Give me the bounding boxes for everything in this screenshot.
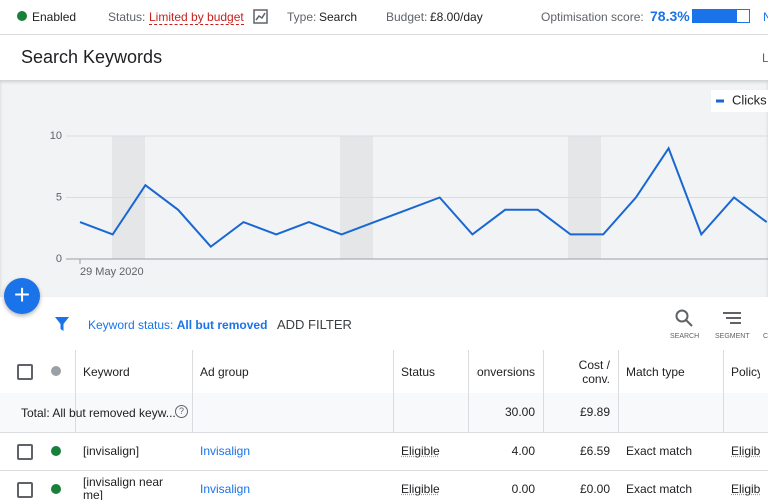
search-icon[interactable]	[675, 309, 693, 327]
column-header[interactable]: Match type	[626, 364, 685, 379]
trend-icon[interactable]	[253, 9, 268, 24]
column-divider	[468, 350, 469, 432]
total-conversions: 30.00	[504, 405, 535, 419]
column-header[interactable]: Ad group	[200, 364, 249, 379]
row-divider	[0, 432, 768, 433]
checkbox[interactable]	[17, 444, 33, 460]
table-cell: Eligible	[401, 443, 440, 458]
add-button[interactable]: +	[4, 278, 40, 314]
score-bar	[693, 10, 737, 22]
legend-box	[711, 90, 768, 112]
row-divider	[0, 470, 768, 471]
filter-label: Keyword status:	[88, 318, 174, 332]
column-header[interactable]: Keyword	[83, 364, 130, 379]
score-bar-frame	[692, 9, 750, 23]
edge-text: C	[763, 333, 768, 340]
status-dot	[51, 446, 61, 456]
table-cell[interactable]: Invisalign	[200, 443, 251, 458]
keyword-table: Keyword Ad group Status Conversions Cost / c…	[0, 350, 768, 500]
checkbox[interactable]	[17, 364, 33, 380]
checkbox[interactable]	[17, 482, 33, 498]
status-dot	[17, 11, 27, 21]
x-tick-label: 29 May 2020	[80, 266, 144, 278]
add-filter[interactable]: ADD FILTER	[277, 317, 352, 332]
optimisation-label: Optimisation score:	[541, 10, 644, 24]
status-label: Status:	[108, 10, 146, 24]
column-divider	[393, 350, 394, 432]
type-value: Search	[319, 10, 358, 24]
total-row-bg	[0, 393, 768, 432]
table-cell: [invisalign]	[83, 443, 140, 458]
edge-text: N	[763, 10, 768, 24]
y-tick-label: 5	[56, 191, 62, 203]
status-value[interactable]: Limited by budget	[149, 10, 244, 25]
enabled-text[interactable]: Enabled	[32, 10, 77, 24]
page-title: Search Keywords	[21, 47, 163, 67]
status-dot	[51, 366, 61, 376]
search-label: SEARCH	[670, 333, 700, 340]
total-label: Total: All but removed keyw...	[21, 405, 176, 420]
optimisation-value[interactable]: 78.3%	[650, 8, 690, 24]
table-cell: Exact match	[626, 481, 693, 496]
column-divider	[543, 350, 544, 432]
type-label: Type:	[287, 10, 317, 24]
column-divider	[723, 350, 724, 432]
table-cell: Eligible	[731, 481, 760, 496]
table-cell: Exact match	[626, 443, 693, 458]
column-header[interactable]: Cost / conv.	[578, 357, 610, 386]
y-tick-label: 0	[56, 253, 62, 265]
table-cell: 0.00	[511, 481, 535, 496]
legend-label: Clicks	[732, 92, 767, 107]
table-cell: 4.00	[511, 443, 535, 458]
column-header[interactable]: Policy d	[731, 364, 760, 379]
filter-icon[interactable]	[54, 316, 70, 332]
table-cell: £0.00	[579, 481, 610, 496]
status-bar	[0, 0, 768, 35]
segment-icon[interactable]	[723, 311, 741, 325]
y-tick-label: 10	[50, 130, 62, 142]
chart: 0 5 10 29 May 2020 Clicks	[0, 80, 768, 297]
status-dot	[51, 484, 61, 494]
budget-value[interactable]: £8.00/day	[430, 10, 483, 24]
filter-value: All but removed	[176, 318, 268, 332]
total-cost-conv: £9.89	[579, 405, 610, 419]
segment-label: SEGMENT	[715, 333, 750, 340]
table-cell: £6.59	[579, 443, 610, 458]
column-divider	[618, 350, 619, 432]
budget-label: Budget:	[386, 10, 428, 24]
column-header[interactable]: Status	[401, 364, 436, 379]
table-cell: [invisalign near me]	[83, 475, 164, 500]
column-divider	[192, 350, 193, 432]
help-icon[interactable]: ?	[175, 405, 188, 418]
edge-text: L	[762, 51, 768, 65]
table-cell[interactable]: Invisalign	[200, 481, 251, 496]
column-divider	[75, 350, 76, 432]
line-series	[79, 146, 768, 249]
table-cell: Eligible	[731, 443, 760, 458]
column-header[interactable]: Conversions	[476, 364, 535, 379]
filter-chip[interactable]: Keyword status: All but removed	[88, 318, 267, 332]
table-cell: Eligible	[401, 481, 440, 496]
